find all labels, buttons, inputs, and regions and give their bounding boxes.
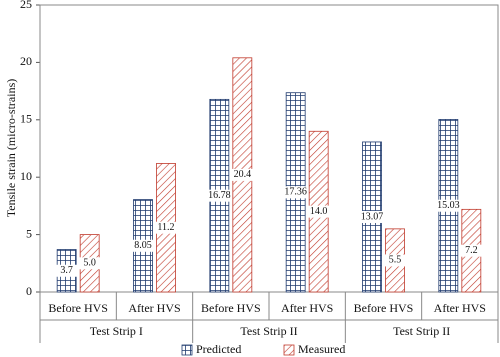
value-label: 11.2 [157,222,174,233]
value-label: 17.36 [284,187,307,198]
value-label: 3.7 [60,265,73,276]
y-tick-label: 0 [26,284,32,298]
group-label: Test Strip II [240,324,297,338]
x-tick-label: After HVS [128,301,180,315]
y-tick-label: 15 [20,112,32,126]
x-tick-label: Before HVS [354,301,414,315]
legend-swatch [181,344,193,356]
x-tick-label: After HVS [434,301,486,315]
x-tick-label: After HVS [281,301,333,315]
x-tick-label: Before HVS [48,301,108,315]
value-label: 14.0 [310,206,328,217]
value-label: 7.2 [465,245,478,256]
value-label-box [132,239,154,252]
y-tick-label: 25 [20,0,32,11]
value-label: 15.03 [437,200,460,211]
value-label-box [437,199,459,212]
value-label-box [361,210,383,223]
value-label-box [460,244,482,257]
legend-label: Measured [298,342,345,356]
plot-frame [39,4,499,293]
value-label-box [79,257,101,270]
value-label: 5.0 [83,258,96,269]
value-label: 13.07 [361,211,384,222]
value-label: 5.5 [389,255,402,266]
x-tick-label: Before HVS [201,301,261,315]
y-tick-label: 20 [20,54,32,68]
value-label: 20.4 [234,169,252,180]
group-label: Test Strip I [90,324,143,338]
y-tick-label: 5 [26,226,32,240]
value-label-box [208,189,230,202]
value-label: 8.05 [134,240,152,251]
value-label-box [285,186,307,199]
value-label-box [384,254,406,267]
y-tick-label: 10 [20,169,32,183]
value-label-box [56,264,78,277]
legend-swatch [283,344,295,356]
value-label-box [231,168,253,181]
y-axis-label: Tensile strain (micro-strains) [4,79,18,217]
value-label: 16.78 [208,190,231,201]
group-label: Test Strip II [393,324,450,338]
legend-label: Predicted [196,342,241,356]
value-label-box [155,221,177,234]
value-label-box [308,205,330,218]
